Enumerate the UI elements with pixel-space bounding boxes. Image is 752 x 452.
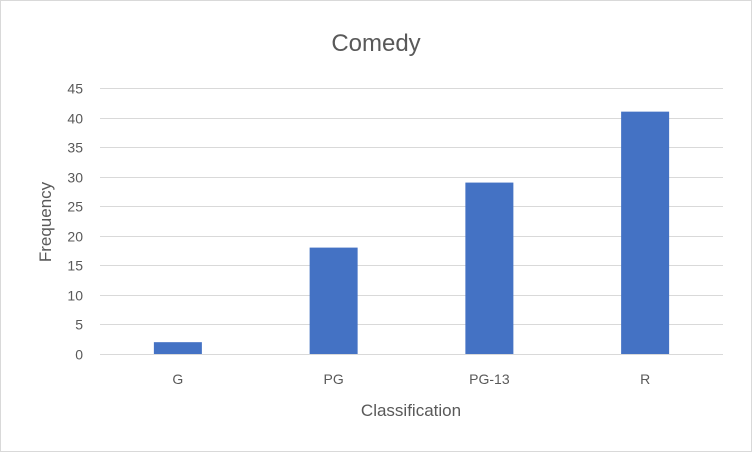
bar-g <box>153 342 202 354</box>
chart-title: Comedy <box>331 30 420 57</box>
y-axis-title: Frequency <box>36 181 55 262</box>
x-tick-label: PG <box>324 371 344 387</box>
gridlines <box>100 88 723 325</box>
y-tick-label: 10 <box>67 288 83 304</box>
x-tick-label: G <box>172 371 183 387</box>
y-tick-label: 30 <box>67 170 83 186</box>
y-tick-label: 40 <box>67 111 83 127</box>
y-tick-label: 25 <box>67 199 83 215</box>
bar-r <box>621 111 670 355</box>
y-tick-label: 15 <box>67 258 83 274</box>
bars <box>153 111 670 355</box>
x-tick-label: R <box>640 371 650 387</box>
x-tick-label: PG-13 <box>469 371 510 387</box>
y-tick-label: 35 <box>67 140 83 156</box>
y-tick-label: 0 <box>75 347 83 363</box>
y-axis-ticks: 0 5 10 15 20 25 30 35 40 45 <box>67 81 83 363</box>
y-tick-label: 45 <box>67 81 83 97</box>
x-axis-ticks: G PG PG-13 R <box>172 371 650 387</box>
y-tick-label: 5 <box>75 317 83 333</box>
bar-pg-13 <box>465 182 514 354</box>
x-axis-title: Classification <box>361 401 461 420</box>
bar-pg <box>309 247 358 354</box>
y-tick-label: 20 <box>67 229 83 245</box>
